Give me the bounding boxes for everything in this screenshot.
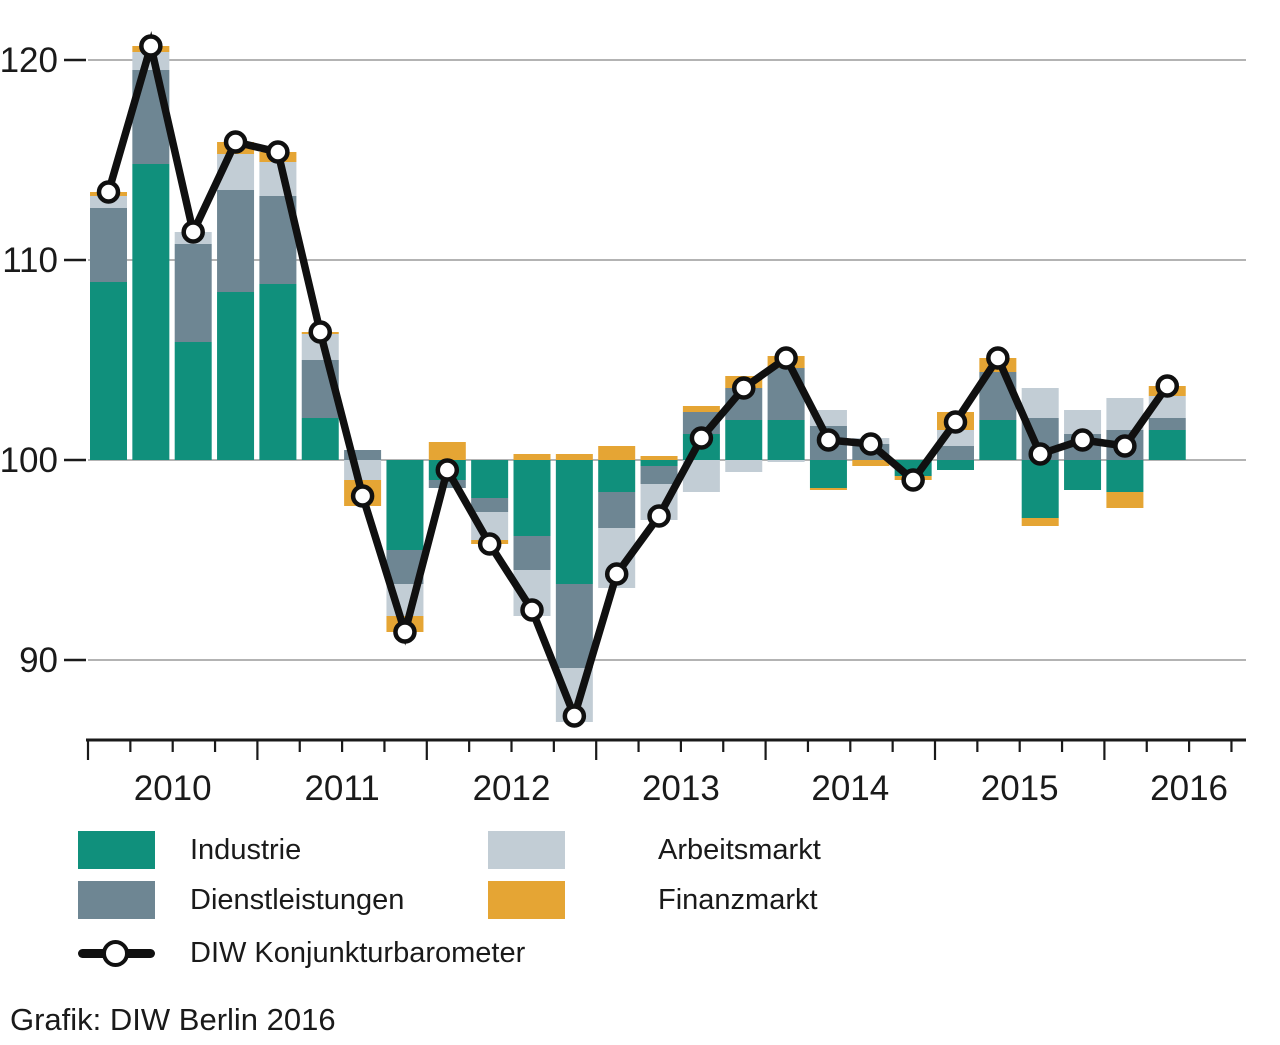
barometer-marker <box>562 704 587 728</box>
barometer-marker <box>393 620 417 644</box>
legend-label-finanzmarkt: Finanzmarkt <box>658 884 818 916</box>
bar-segment-industrie <box>174 342 212 460</box>
arbeitsmarkt-swatch <box>488 831 565 869</box>
bar-segment-industrie <box>1148 430 1186 460</box>
year-label: 2012 <box>473 769 551 808</box>
legend-label-barometer: DIW Konjunkturbarometer <box>190 937 526 969</box>
barometer-marker <box>901 468 925 492</box>
bar-segment-dienstleistungen <box>513 536 551 570</box>
bar-segment-industrie <box>132 164 170 460</box>
bar-segment-industrie <box>1106 460 1144 492</box>
bar-segment-finanzmarkt <box>598 446 636 460</box>
barometer-marker <box>859 432 883 456</box>
barometer-marker <box>520 598 544 622</box>
bar-segment-finanzmarkt <box>640 456 678 460</box>
finanzmarkt-swatch <box>488 881 565 919</box>
bar-segment-industrie <box>513 460 551 536</box>
year-label: 2014 <box>811 769 889 808</box>
barometer-marker <box>96 180 121 204</box>
barometer-marker <box>647 504 671 528</box>
bar-segment-dienstleistungen <box>555 584 593 668</box>
bar-segment-dienstleistungen <box>640 466 678 484</box>
industrie-swatch <box>78 831 155 869</box>
bar-segment-finanzmarkt <box>682 406 720 412</box>
dienstleistungen-swatch <box>78 881 155 919</box>
y-tick-label: 90 <box>19 641 58 680</box>
bar-segment-dienstleistungen <box>1148 418 1186 430</box>
year-label: 2010 <box>134 769 212 808</box>
year-label: 2016 <box>1150 769 1228 808</box>
year-label: 2011 <box>304 769 379 808</box>
barometer-marker <box>1155 374 1179 398</box>
bar-segment-arbeitsmarkt <box>725 460 763 472</box>
bar-segment-industrie <box>386 460 424 550</box>
bar-segment-finanzmarkt <box>1106 492 1144 508</box>
barometer-marker <box>774 346 798 370</box>
bar-segment-industrie <box>767 420 805 460</box>
barometer-marker <box>1028 442 1052 466</box>
bar-segment-dienstleistungen <box>217 190 255 292</box>
barometer-marker <box>308 320 332 344</box>
barometer-marker <box>1113 434 1137 458</box>
line-marker-sample <box>78 934 155 972</box>
bar-segment-finanzmarkt <box>1021 518 1059 526</box>
legend-label-arbeitsmarkt: Arbeitsmarkt <box>658 834 821 866</box>
bar-segment-finanzmarkt <box>809 488 847 490</box>
bar-segment-industrie <box>937 460 974 470</box>
bar-segment-finanzmarkt <box>852 460 890 466</box>
bar-segment-industrie <box>259 284 297 460</box>
barometer-marker <box>1070 428 1095 452</box>
y-tick-label: 120 <box>0 41 58 80</box>
year-label: 2015 <box>981 769 1059 808</box>
bar-segment-arbeitsmarkt <box>344 460 382 480</box>
barometer-marker <box>435 458 460 482</box>
bar-segment-arbeitsmarkt <box>1021 388 1059 418</box>
legend-label-industrie: Industrie <box>190 834 302 866</box>
barometer-marker <box>816 428 841 452</box>
bar-segment-dienstleistungen <box>174 244 212 342</box>
bar-segment-arbeitsmarkt <box>767 460 805 462</box>
bar-segment-finanzmarkt <box>428 442 466 460</box>
bar-segment-industrie <box>1064 460 1102 490</box>
bar-segment-dienstleistungen <box>471 498 509 512</box>
bar-segment-industrie <box>1021 460 1059 518</box>
barometer-marker <box>986 346 1010 370</box>
chart-credit: Grafik: DIW Berlin 2016 <box>10 1002 336 1037</box>
bar-segment-dienstleistungen <box>90 208 127 282</box>
barometer-marker <box>350 484 375 508</box>
barometer-marker <box>139 34 163 58</box>
barometer-marker <box>477 532 502 556</box>
y-tick-label: 110 <box>2 241 58 280</box>
y-tick-label: 100 <box>0 441 58 480</box>
bar-segment-dienstleistungen <box>598 492 636 528</box>
bar-segment-industrie <box>979 420 1017 460</box>
bar-segment-industrie <box>217 292 255 460</box>
year-label: 2013 <box>642 769 720 808</box>
bar-segment-dienstleistungen <box>344 450 382 460</box>
legend-label-dienstleistungen: Dienstleistungen <box>190 884 405 916</box>
barometer-marker <box>266 140 290 164</box>
barometer-chart: 90 100 110 120 2010 2011 2012 2013 2014 2015 2016 <box>0 31 1246 808</box>
bar-segment-industrie <box>598 460 636 492</box>
bar-segment-industrie <box>809 460 847 488</box>
barometer-marker <box>943 410 968 434</box>
barometer-marker <box>223 130 248 154</box>
line-sample-marker-icon <box>102 940 129 967</box>
bar-segment-industrie <box>725 420 763 460</box>
bar-segment-industrie <box>301 418 339 460</box>
barometer-marker <box>689 426 714 450</box>
bar-segment-industrie <box>555 460 593 584</box>
barometer-marker <box>181 220 205 244</box>
barometer-marker <box>604 562 629 586</box>
barometer-marker <box>732 376 756 400</box>
bar-segment-finanzmarkt <box>513 454 551 460</box>
bar-segment-finanzmarkt <box>555 454 593 460</box>
barometer-line <box>104 31 1171 728</box>
bar-segment-industrie <box>471 460 509 498</box>
bar-segment-industrie <box>90 282 127 460</box>
bar-segment-dienstleistungen <box>937 446 974 460</box>
bar-segment-industrie <box>640 460 678 466</box>
chart-legend: Industrie Dienstleistungen Arbeitsmarkt … <box>0 818 1280 988</box>
